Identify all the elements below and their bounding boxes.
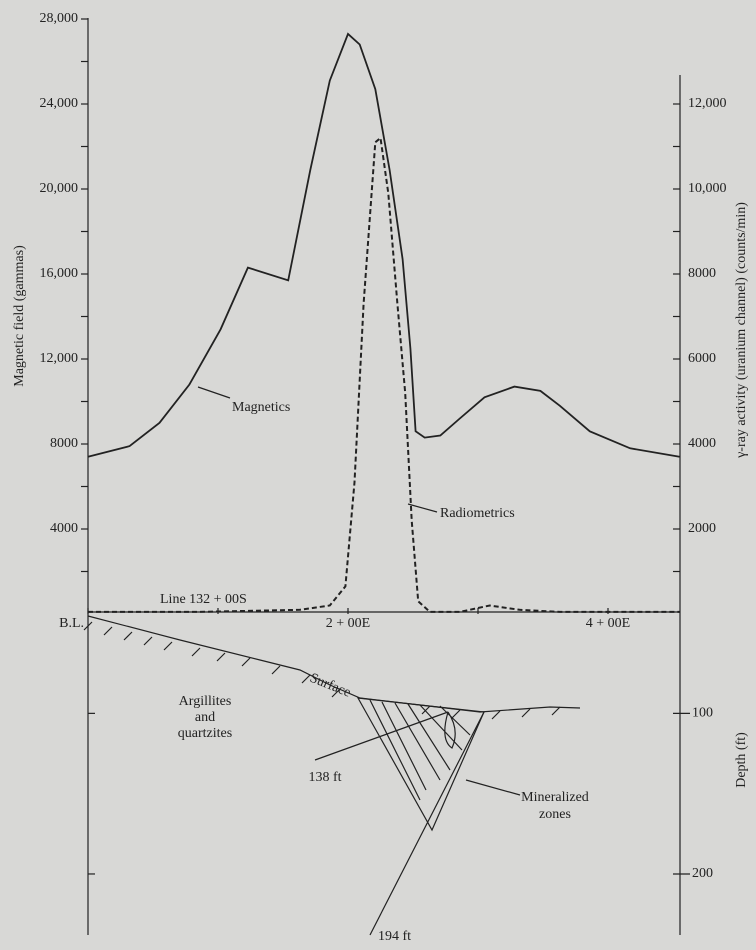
y-tick-label: 8000: [50, 436, 78, 451]
rock-label: quartzites: [178, 726, 232, 741]
y-tick-label: 12,000: [40, 351, 79, 366]
hole-label: 194 ft: [378, 929, 411, 944]
y2-tick-label: 12,000: [688, 96, 727, 111]
y-tick-label: 28,000: [40, 11, 79, 26]
x-tick-label: B.L.: [59, 616, 84, 631]
series-label: Magnetics: [232, 400, 290, 415]
y2-tick-label: 6000: [688, 351, 716, 366]
zones-label: zones: [539, 807, 571, 822]
series-line: [87, 32, 680, 458]
y2-tick-label: 8000: [688, 266, 716, 281]
y-tick-label: 24,000: [40, 96, 79, 111]
rock-label: and: [195, 710, 215, 725]
drill-hole: [369, 711, 485, 936]
y-tick-label: 4000: [50, 521, 78, 536]
x-tick-label: 2 + 00E: [326, 616, 370, 631]
drill-hole: [314, 711, 449, 761]
depth-tick-label: 200: [692, 866, 713, 881]
x-tick-label: 4 + 00E: [586, 616, 630, 631]
rock-label: Argillites: [179, 694, 232, 709]
series-label: Radiometrics: [440, 506, 515, 521]
y2-tick-label: 2000: [688, 521, 716, 536]
depth-tick-label: 100: [692, 706, 713, 721]
depth-axis-title: Depth (ft): [734, 732, 749, 788]
y2-axis-title: γ-ray activity (uranium channel) (counts…: [734, 202, 749, 459]
annotation-arrow: [407, 503, 438, 513]
annotation-arrow: [465, 779, 521, 796]
y-tick-label: 16,000: [40, 266, 79, 281]
y-axis-title: Magnetic field (gammas): [12, 245, 27, 387]
zones-label: Mineralized: [521, 790, 589, 805]
annotation-arrow: [197, 386, 231, 399]
y-tick-label: 20,000: [40, 181, 79, 196]
y2-tick-label: 10,000: [688, 181, 727, 196]
hole-label: 138 ft: [308, 770, 341, 785]
line-label: Line 132 + 00S: [160, 592, 247, 607]
surface-line: [87, 615, 581, 713]
y2-tick-label: 4000: [688, 436, 716, 451]
surface-hatch: [83, 621, 561, 720]
